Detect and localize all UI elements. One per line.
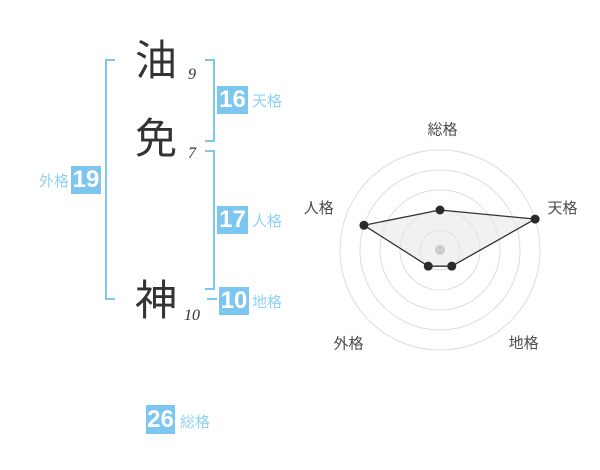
svg-text:外格: 外格: [333, 332, 363, 353]
svg-text:天格: 天格: [547, 197, 577, 218]
svg-text:人格: 人格: [304, 197, 334, 218]
svg-text:地格: 地格: [509, 332, 539, 353]
svg-text:総格: 総格: [427, 119, 457, 140]
